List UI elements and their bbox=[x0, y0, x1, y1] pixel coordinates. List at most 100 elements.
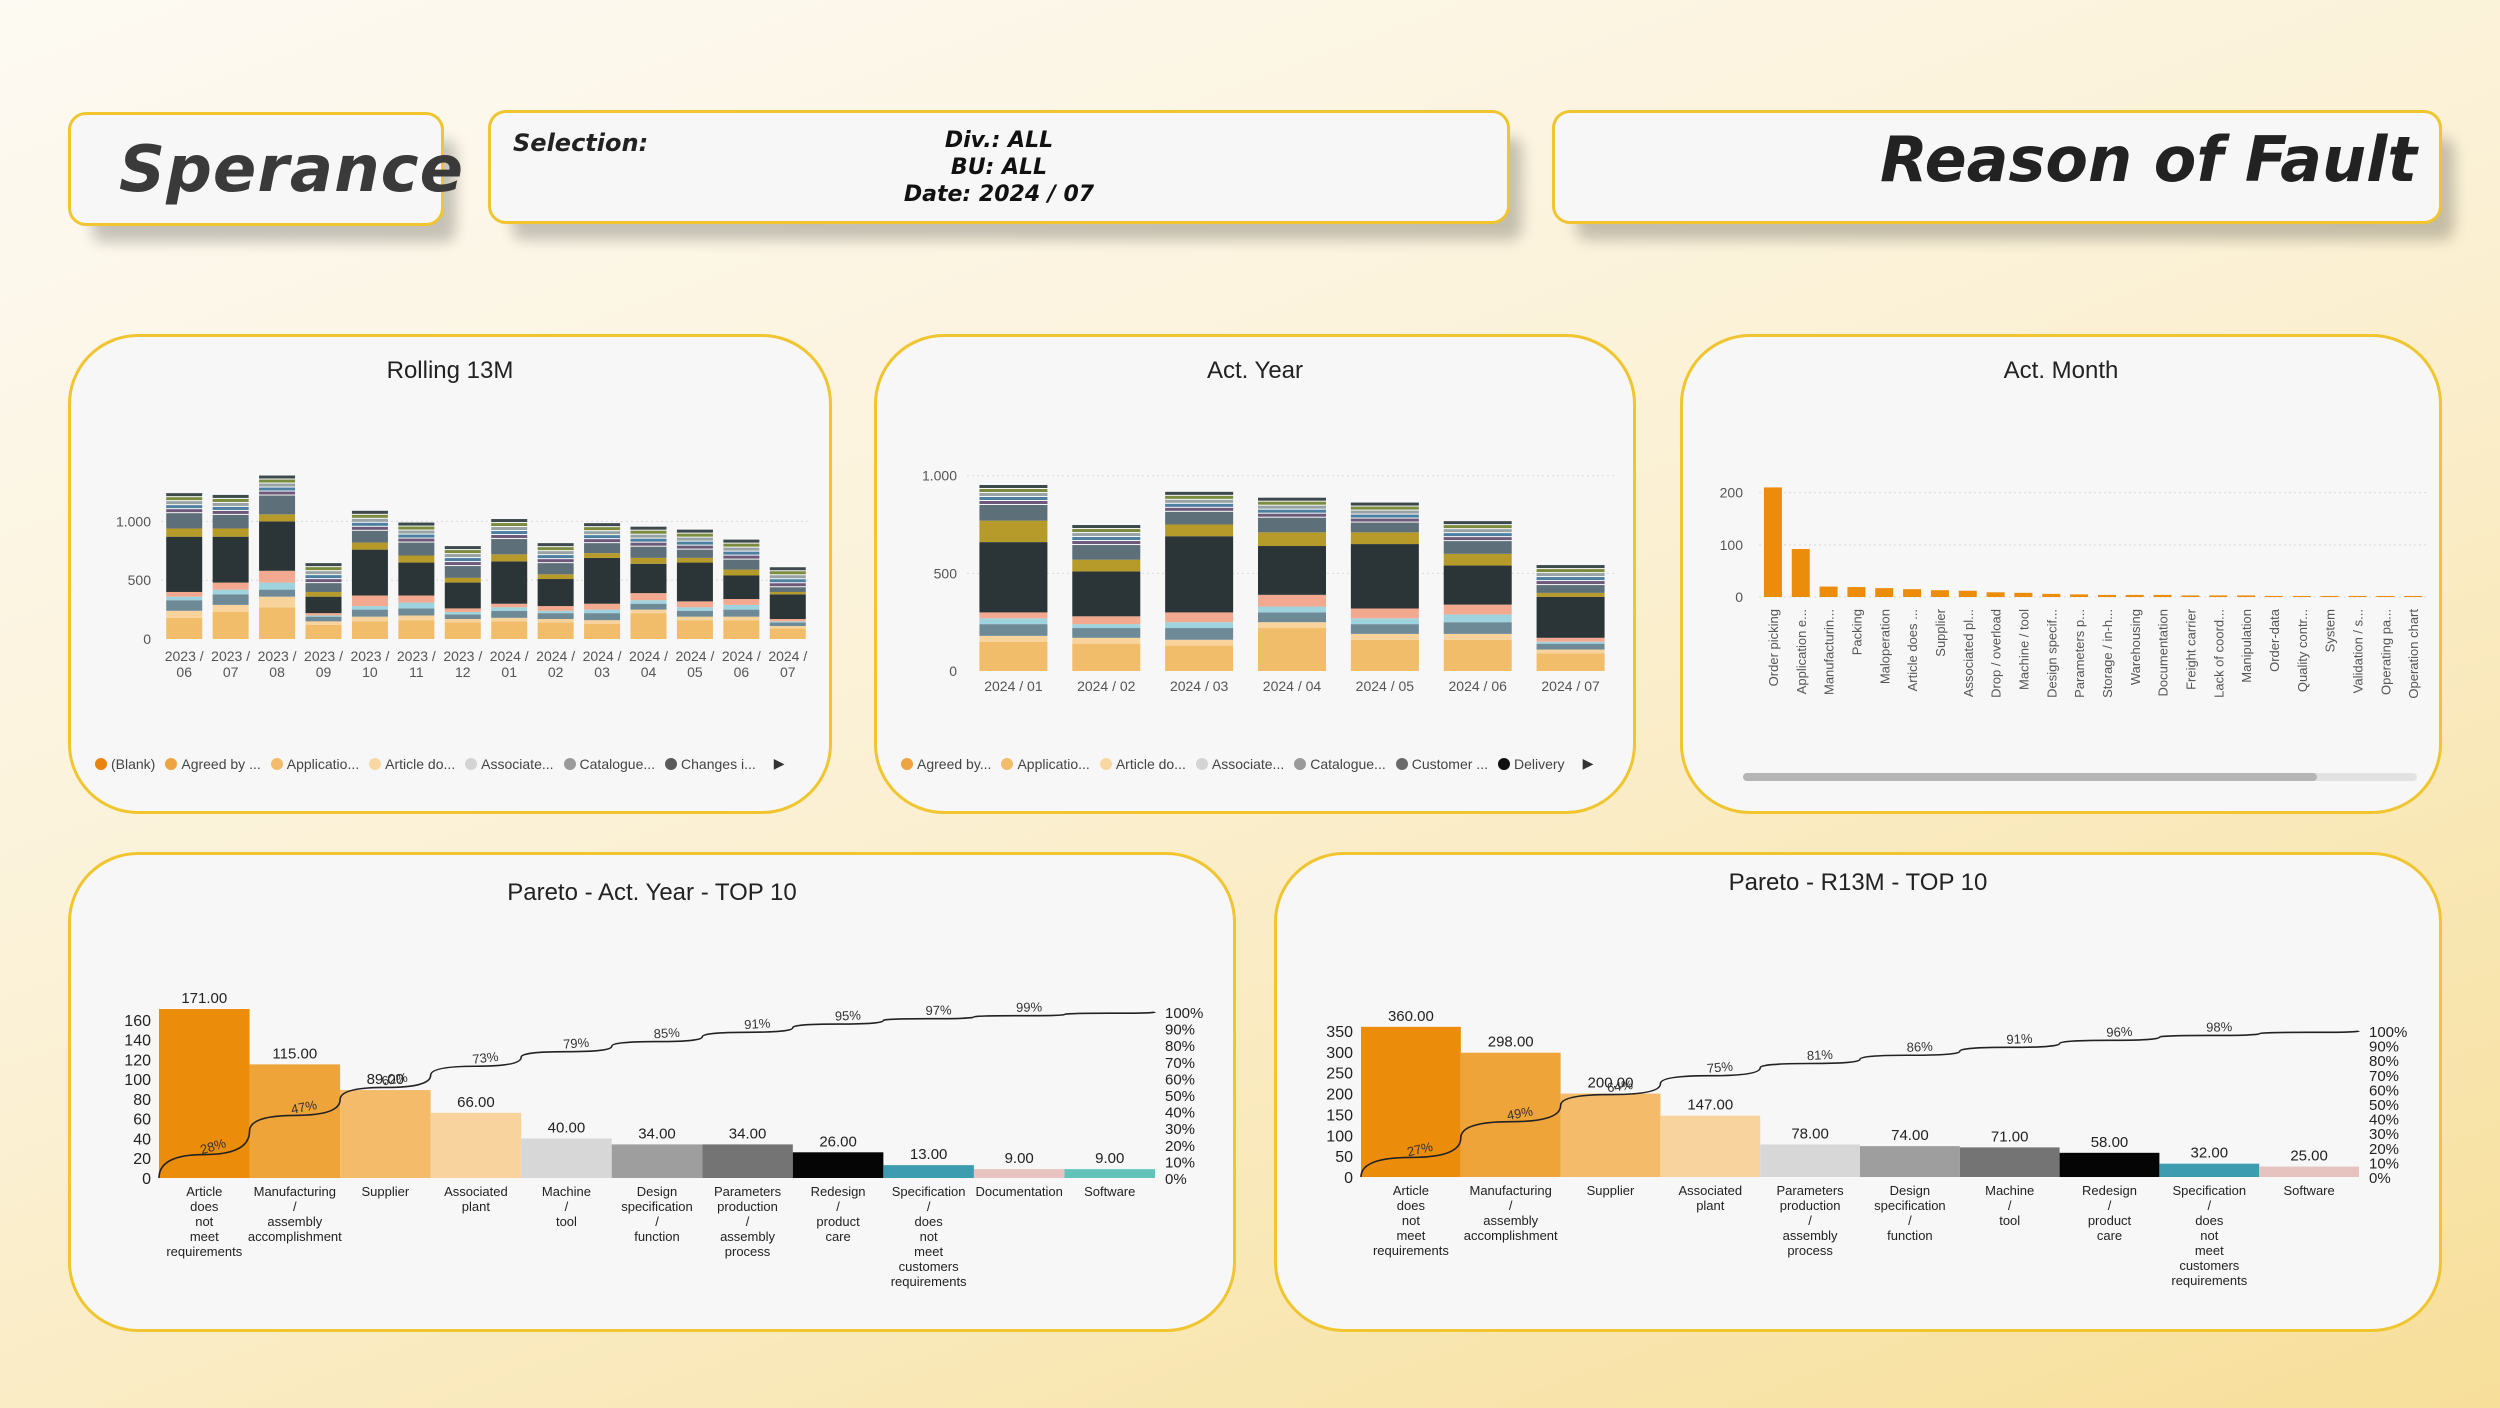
stacked-bar-stripe bbox=[584, 531, 621, 535]
x-tick-label: assembly bbox=[1783, 1228, 1838, 1243]
x-tick-label: 2023 / bbox=[350, 648, 389, 664]
stacked-bar-stripe bbox=[1072, 541, 1141, 545]
actyear-legend-item[interactable]: Delivery bbox=[1497, 756, 1565, 772]
stacked-bar-segment bbox=[166, 596, 203, 601]
stacked-bar-stripe bbox=[723, 555, 760, 559]
act-month-chart[interactable]: 0 100 200 Order picking Application e... Manu… bbox=[1693, 397, 2433, 797]
x-tick-label: care bbox=[825, 1229, 850, 1244]
stacked-bar-stripe bbox=[259, 475, 296, 479]
rolling-legend-item[interactable]: Associate... bbox=[465, 756, 554, 772]
x-tick-label: 2024 / bbox=[536, 648, 575, 664]
stacked-bar-stripe bbox=[1536, 581, 1605, 585]
pareto-bar bbox=[340, 1090, 431, 1178]
legend-dot-icon bbox=[165, 757, 178, 770]
stacked-bar-segment bbox=[723, 620, 760, 639]
pareto-r13m-panel[interactable]: Pareto - R13M - TOP 10 0 50 100 150 200 250 30… bbox=[1274, 852, 2442, 1332]
x-tick-label: Order-data bbox=[2267, 608, 2282, 672]
y-tick-label: 300 bbox=[1326, 1045, 1353, 1062]
stacked-bar-stripe bbox=[351, 514, 388, 518]
stacked-bar-segment bbox=[305, 591, 342, 597]
stacked-bar-segment bbox=[676, 610, 713, 617]
actyear-legend-item[interactable]: Applicatio... bbox=[1001, 756, 1090, 772]
x-tick-label: / bbox=[746, 1214, 750, 1229]
legend-next-arrow-icon[interactable]: ▶ bbox=[1582, 755, 1594, 771]
bar bbox=[1791, 549, 1810, 597]
stacked-bar-stripe bbox=[259, 483, 296, 487]
stacked-bar-stripe bbox=[1350, 510, 1419, 514]
pareto-bar bbox=[1064, 1169, 1155, 1178]
x-tick-label: requirements bbox=[891, 1274, 967, 1289]
x-tick-label: Parameters bbox=[714, 1184, 782, 1199]
rolling-legend-item[interactable]: Article do... bbox=[369, 756, 455, 772]
cumulative-label: 96% bbox=[2106, 1024, 2133, 1040]
stacked-bar-segment bbox=[630, 600, 667, 604]
stacked-bar-segment bbox=[212, 589, 249, 595]
act-year-legend[interactable]: Agreed by... Applicatio... Article do... As… bbox=[901, 755, 1593, 772]
rolling-13m-panel[interactable]: Rolling 13M 0 500 1.000 2023 /06 2023 /07 202… bbox=[68, 334, 832, 814]
y2-tick-label: 40% bbox=[1165, 1105, 1195, 1122]
x-tick-label: 2023 / bbox=[165, 648, 204, 664]
stacked-bar-segment bbox=[212, 582, 249, 590]
pareto-act-year-panel[interactable]: Pareto - Act. Year - TOP 10 0 20 40 60 80 100… bbox=[68, 852, 1236, 1332]
x-tick-label: / bbox=[1808, 1213, 1812, 1228]
act-month-scrollbar[interactable] bbox=[1743, 773, 2417, 781]
stacked-bar-segment bbox=[491, 539, 528, 555]
rolling-13m-title: Rolling 13M bbox=[386, 357, 514, 384]
actyear-legend-item[interactable]: Customer ... bbox=[1395, 756, 1488, 772]
cumulative-label: 86% bbox=[1906, 1039, 1933, 1055]
act-month-panel[interactable]: Act. Month 0 100 200 Order picking Applicati… bbox=[1680, 334, 2442, 814]
stacked-bar-stripe bbox=[630, 542, 667, 546]
stacked-bar-stripe bbox=[166, 501, 203, 505]
act-year-chart[interactable]: 0 500 1.000 2024 / 01 2024 / 02 2024 / 03 2024… bbox=[887, 387, 1627, 787]
pareto-bar bbox=[702, 1144, 793, 1178]
stacked-bar-segment bbox=[259, 607, 296, 639]
stacked-bar-segment bbox=[166, 536, 203, 592]
rolling-legend-item[interactable]: Changes i... bbox=[665, 756, 756, 772]
y-tick-label: 250 bbox=[1326, 1066, 1353, 1083]
pareto-act-year-chart[interactable]: 0 20 40 60 80 100 120 140 160 0%10%20%30%40%50%60… bbox=[77, 907, 1227, 1327]
stacked-bar-stripe bbox=[1258, 505, 1326, 509]
rolling-legend-item[interactable]: Catalogue... bbox=[563, 756, 655, 772]
stacked-bar-segment bbox=[1350, 618, 1419, 625]
stacked-bar-stripe bbox=[769, 583, 806, 587]
actyear-legend-item[interactable]: Associate... bbox=[1195, 756, 1284, 772]
legend-label: Article do... bbox=[1115, 755, 1186, 772]
stacked-bar-stripe bbox=[769, 575, 806, 579]
actyear-legend-item[interactable]: Article do... bbox=[1099, 755, 1186, 772]
x-tick-label: not bbox=[195, 1214, 213, 1229]
rolling-legend-item[interactable]: Applicatio... bbox=[270, 756, 359, 772]
stacked-bar-segment bbox=[305, 615, 342, 617]
stacked-bar-stripe bbox=[212, 494, 249, 498]
pareto-bar bbox=[792, 1152, 884, 1178]
stacked-bar-segment bbox=[1258, 612, 1326, 623]
cumulative-label: 47% bbox=[290, 1097, 319, 1117]
actyear-legend-item[interactable]: Catalogue... bbox=[1294, 756, 1386, 772]
stacked-bar-segment bbox=[398, 615, 435, 621]
stacked-bar-segment bbox=[723, 569, 760, 576]
act-year-panel[interactable]: Act. Year 0 500 1.000 2024 / 01 2024 / 02 202… bbox=[874, 334, 1636, 814]
y-tick-label: 0 bbox=[143, 631, 151, 647]
data-label: 13.00 bbox=[910, 1146, 948, 1163]
pareto-r13m-chart[interactable]: 0 50 100 150 200 250 300 350 0%10%20%30%40%50%60… bbox=[1283, 907, 2433, 1327]
rolling-legend-item[interactable]: (Blank) bbox=[95, 756, 155, 772]
stacked-bar-segment bbox=[676, 607, 713, 611]
stacked-bar-segment bbox=[1165, 628, 1234, 640]
y2-tick-label: 70% bbox=[1165, 1055, 1195, 1072]
rolling-13m-legend[interactable]: (Blank) Agreed by ... Applicatio... Article… bbox=[95, 755, 785, 772]
legend-label: (Blank) bbox=[111, 755, 156, 772]
rolling-legend-item[interactable]: Agreed by ... bbox=[165, 756, 261, 772]
x-tick-label: function bbox=[1887, 1228, 1933, 1243]
stacked-bar-stripe bbox=[1165, 503, 1234, 507]
bar bbox=[2237, 595, 2256, 597]
x-tick-label: does bbox=[2195, 1213, 2224, 1228]
cumulative-label: 79% bbox=[563, 1035, 590, 1052]
act-month-scroll-thumb[interactable] bbox=[1743, 773, 2317, 781]
y-tick-label: 160 bbox=[124, 1013, 151, 1030]
actyear-legend-item[interactable]: Agreed by... bbox=[901, 756, 991, 772]
cumulative-label: 27% bbox=[1406, 1139, 1435, 1160]
legend-next-arrow-icon[interactable]: ▶ bbox=[773, 755, 785, 771]
stacked-bar-segment bbox=[398, 602, 435, 609]
stacked-bar-segment bbox=[398, 620, 435, 639]
stacked-bar-segment bbox=[1443, 553, 1512, 566]
